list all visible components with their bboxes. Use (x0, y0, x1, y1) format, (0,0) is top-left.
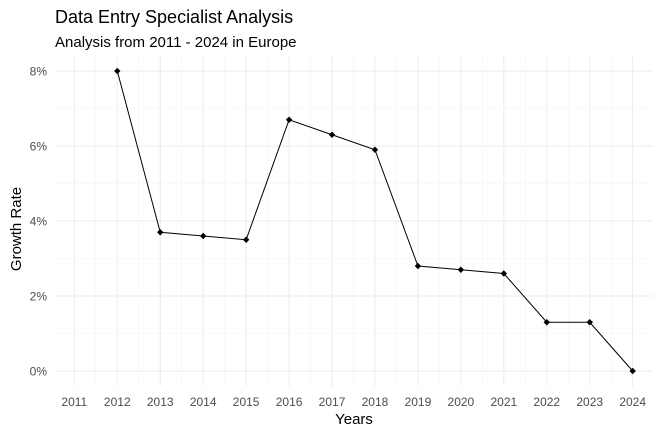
y-tick-label: 2% (30, 290, 48, 304)
x-tick-label: 2023 (576, 395, 603, 409)
ticks-layer: 0% 2% 4% 6% 8% 2011 2012 2013 2014 2015 2016 2017 20… (30, 65, 647, 410)
data-point (586, 319, 593, 326)
data-point (285, 116, 293, 123)
data-point (157, 229, 164, 236)
grid-layer (55, 56, 652, 386)
chart-subtitle: Analysis from 2011 - 2024 in Europe (55, 34, 297, 51)
data-point (543, 319, 550, 326)
data-point (414, 262, 422, 270)
y-tick-label: 8% (30, 65, 48, 79)
x-tick-label: 2020 (448, 395, 475, 409)
data-point (457, 266, 465, 273)
x-tick-label: 2018 (362, 395, 389, 409)
y-tick-label: 6% (30, 140, 48, 154)
x-tick-label: 2011 (61, 395, 87, 409)
series-layer (114, 67, 636, 375)
y-tick-label: 0% (30, 365, 48, 379)
x-tick-label: 2012 (104, 395, 131, 409)
x-tick-label: 2015 (233, 395, 260, 409)
axis-labels-layer: Years Growth Rate (8, 187, 373, 428)
chart-title: Data Entry Specialist Analysis (55, 7, 294, 27)
y-tick-label: 4% (30, 215, 48, 229)
data-point (500, 270, 508, 277)
data-point (328, 131, 336, 138)
x-tick-label: 2021 (490, 395, 517, 409)
data-point (629, 367, 636, 375)
x-tick-label: 2014 (190, 395, 217, 409)
x-tick-label: 2016 (276, 395, 303, 409)
y-axis-title: Growth Rate (8, 187, 25, 271)
data-point (242, 236, 250, 243)
x-tick-label: 2019 (405, 395, 432, 409)
data-point (199, 232, 207, 240)
data-point (114, 67, 121, 75)
data-point (371, 146, 379, 153)
x-axis-title: Years (335, 411, 373, 428)
x-tick-label: 2017 (319, 395, 346, 409)
x-tick-label: 2013 (147, 395, 174, 409)
x-tick-label: 2022 (533, 395, 560, 409)
x-tick-label: 2024 (619, 395, 646, 409)
